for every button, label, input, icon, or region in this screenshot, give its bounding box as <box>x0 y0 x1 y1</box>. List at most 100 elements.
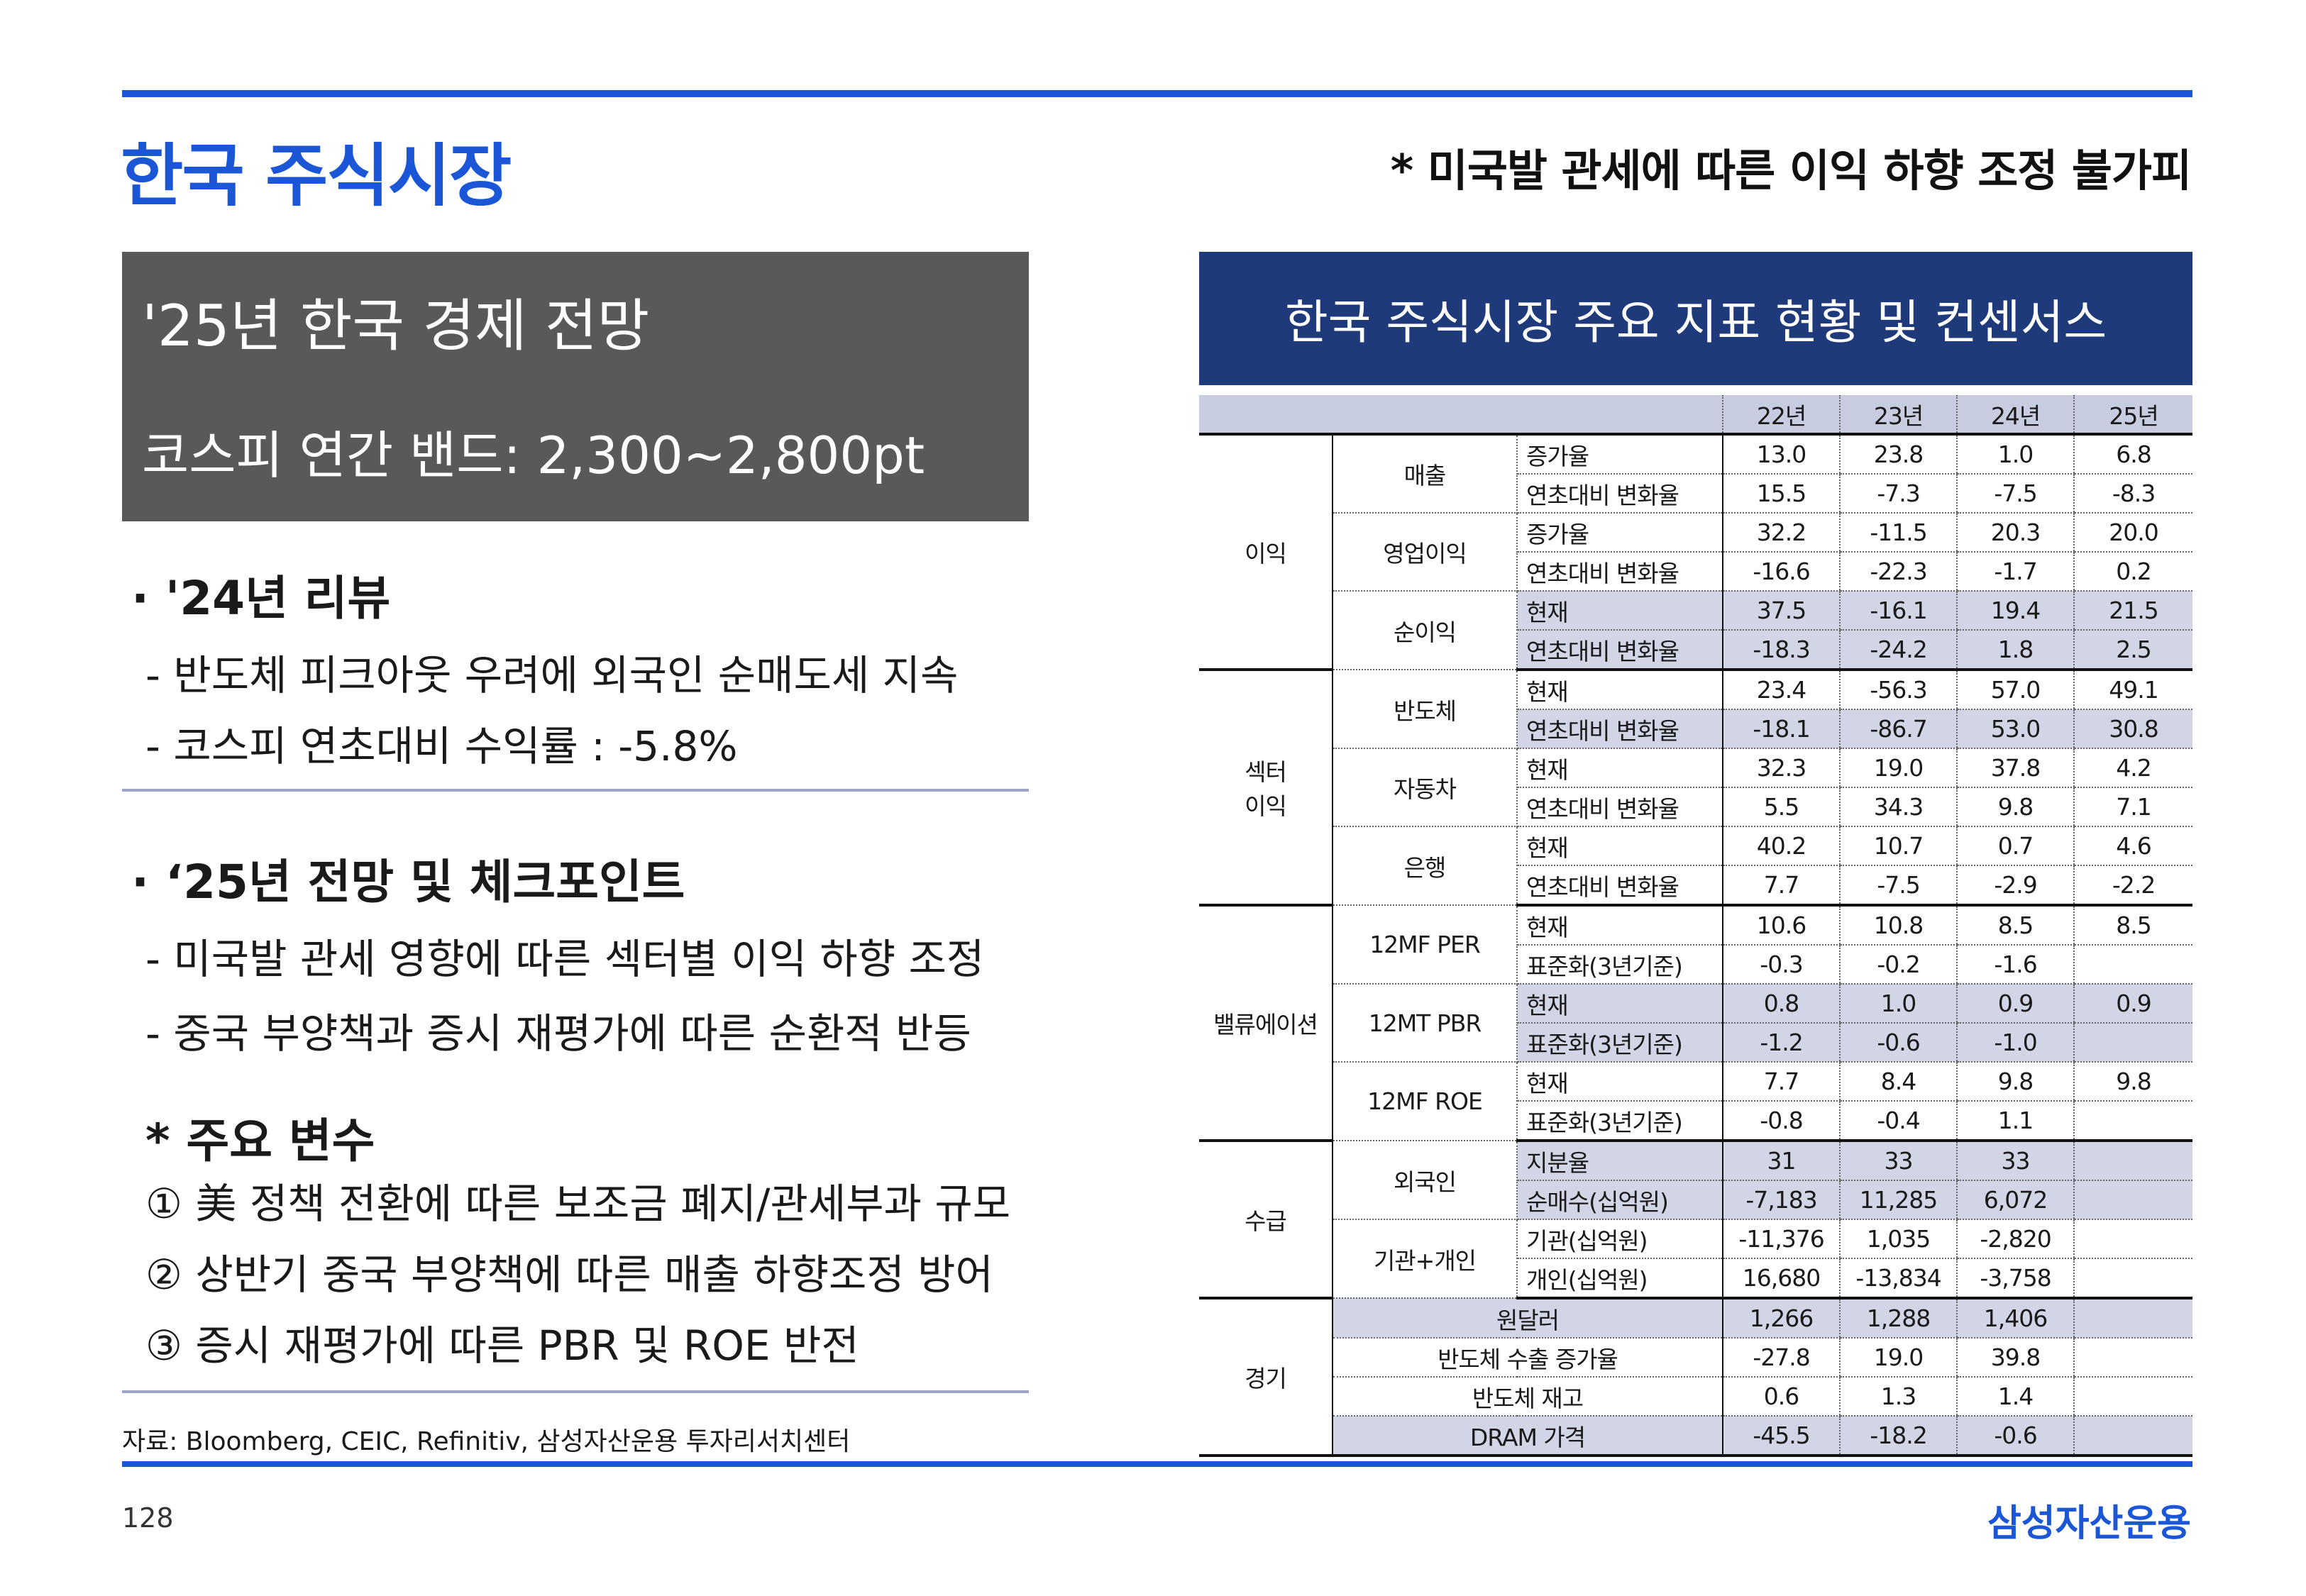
value-cell: -1.6 <box>1956 945 2075 985</box>
subgroup-label: 자동차 <box>1333 748 1518 827</box>
year-header: 24년 <box>1956 395 2075 436</box>
value-cell: -8.3 <box>2073 474 2193 514</box>
outlook-box-title: '25년 한국 경제 전망 <box>142 293 650 359</box>
indicator-table: 22년 23년 24년 25년 이익 매출 증가율 13.0 23.8 1.0 6.8 연초대비 변화… <box>1199 395 2193 1457</box>
value-cell: 49.1 <box>2073 670 2193 710</box>
value-cell: -11,376 <box>1722 1219 1841 1259</box>
table-title: 한국 주식시장 주요 지표 현황 및 컨센서스 <box>1199 252 2192 385</box>
value-cell: 13.0 <box>1722 434 1841 475</box>
value-cell: 1.0 <box>1839 984 1958 1024</box>
subgroup-label: 12MF ROE <box>1333 1062 1518 1141</box>
table-row: 12MT PBR 현재 0.8 1.0 0.9 0.9 <box>1199 984 2193 1063</box>
value-cell: -16.6 <box>1722 552 1841 592</box>
value-cell: 20.0 <box>2073 513 2193 553</box>
subgroup-label: 기관+개인 <box>1333 1219 1518 1299</box>
subgroup-label: 영업이익 <box>1333 513 1518 592</box>
review-heading: · '24년 리뷰 <box>131 571 391 626</box>
value-cell <box>2073 1219 2193 1259</box>
value-cell: 8.5 <box>2073 905 2193 946</box>
table-header-row: 22년 23년 24년 25년 <box>1199 395 2193 436</box>
value-cell: 10.6 <box>1722 905 1841 946</box>
metric-label: 개인(십억원) <box>1517 1258 1724 1299</box>
value-cell <box>2073 1180 2193 1220</box>
value-cell <box>2073 1416 2193 1457</box>
value-cell: 0.9 <box>1956 984 2075 1024</box>
table-row: 연초대비 변화율 -16.6 -22.3 -1.7 0.2 <box>1199 552 2193 592</box>
value-cell: -16.1 <box>1839 591 1958 631</box>
value-cell: 23.8 <box>1839 434 1958 475</box>
metric-label: 표준화(3년기준) <box>1517 1023 1724 1063</box>
value-cell: 21.5 <box>2073 591 2193 631</box>
value-cell: 6.8 <box>2073 434 2193 475</box>
outlook-heading: · ‘25년 전망 및 체크포인트 <box>131 855 685 909</box>
value-cell: 19.0 <box>1839 748 1958 788</box>
value-cell <box>2073 1023 2193 1063</box>
table-row: 표준화(3년기준) -0.3 -0.2 -1.6 <box>1199 945 2193 985</box>
metric-label: 증가율 <box>1517 513 1724 553</box>
subgroup-label: 순이익 <box>1333 591 1518 670</box>
metric-label: 표준화(3년기준) <box>1517 1101 1724 1142</box>
value-cell: 23.4 <box>1722 670 1841 710</box>
metric-label: 기관(십억원) <box>1517 1219 1724 1259</box>
value-cell: -0.3 <box>1722 945 1841 985</box>
value-cell: 2.5 <box>2073 630 2193 671</box>
value-cell: 10.7 <box>1839 826 1958 866</box>
bottom-rule <box>122 1461 2192 1467</box>
value-cell: -27.8 <box>1722 1338 1841 1378</box>
metric-label: 현재 <box>1517 826 1724 866</box>
value-cell: -22.3 <box>1839 552 1958 592</box>
value-cell: -0.6 <box>1956 1416 2075 1457</box>
metric-label: 현재 <box>1517 905 1724 946</box>
table-row: 자동차 현재 32.3 19.0 37.8 4.2 <box>1199 748 2193 827</box>
metric-label: 연초대비 변화율 <box>1517 787 1724 827</box>
table-row: DRAM 가격 -45.5 -18.2 -0.6 <box>1199 1416 2193 1457</box>
value-cell: 1,406 <box>1956 1298 2075 1339</box>
metric-label: 현재 <box>1517 1062 1724 1102</box>
value-cell: 5.5 <box>1722 787 1841 827</box>
value-cell: 9.8 <box>1956 787 2075 827</box>
metric-label: 현재 <box>1517 670 1724 710</box>
value-cell: 32.3 <box>1722 748 1841 788</box>
value-cell: 33 <box>1956 1141 2075 1181</box>
value-cell: 15.5 <box>1722 474 1841 514</box>
subgroup-label: 매출 <box>1333 434 1518 514</box>
subgroup-label: 12MT PBR <box>1333 984 1518 1063</box>
table-row: 개인(십억원) 16,680 -13,834 -3,758 <box>1199 1258 2193 1299</box>
metric-label: 연초대비 변화율 <box>1517 630 1724 671</box>
table-row: 수급 외국인 지분율 31 33 33 <box>1199 1141 2193 1299</box>
value-cell: 57.0 <box>1956 670 2075 710</box>
variables-item: ③ 증시 재평가에 따른 PBR 및 ROE 반전 <box>145 1321 859 1370</box>
value-cell: 19.0 <box>1839 1338 1958 1378</box>
value-cell: 32.2 <box>1722 513 1841 553</box>
review-item: - 반도체 피크아웃 우려에 외국인 순매도세 지속 <box>145 651 959 699</box>
value-cell: 30.8 <box>2073 709 2193 749</box>
value-cell: 53.0 <box>1956 709 2075 749</box>
page-subtitle: * 미국발 관세에 따른 이익 하향 조정 불가피 <box>1390 145 2192 196</box>
value-cell: 11,285 <box>1839 1180 1958 1220</box>
value-cell: -0.6 <box>1839 1023 1958 1063</box>
table-row: 12MF ROE 현재 7.7 8.4 9.8 9.8 <box>1199 1062 2193 1141</box>
value-cell: 0.6 <box>1722 1377 1841 1417</box>
value-cell: 10.8 <box>1839 905 1958 946</box>
value-cell <box>2073 1101 2193 1142</box>
metric-label: 연초대비 변화율 <box>1517 709 1724 749</box>
value-cell: 33 <box>1839 1141 1958 1181</box>
value-cell: 7.7 <box>1722 1062 1841 1102</box>
value-cell: -1.2 <box>1722 1023 1841 1063</box>
group-label: 섹터 이익 <box>1199 670 1333 907</box>
page-number: 128 <box>122 1502 174 1534</box>
divider <box>122 1390 1029 1393</box>
value-cell: -56.3 <box>1839 670 1958 710</box>
brand-logo: 삼성자산운용 <box>1987 1502 2191 1545</box>
metric-label: 연초대비 변화율 <box>1517 865 1724 907</box>
metric-label: 현재 <box>1517 748 1724 788</box>
subgroup-label: 외국인 <box>1333 1141 1518 1220</box>
table-row: 연초대비 변화율 7.7 -7.5 -2.9 -2.2 <box>1199 865 2193 907</box>
value-cell: -18.2 <box>1839 1416 1958 1457</box>
metric-label: 표준화(3년기준) <box>1517 945 1724 985</box>
value-cell: 0.9 <box>2073 984 2193 1024</box>
table-row: 순이익 현재 37.5 -16.1 19.4 21.5 <box>1199 591 2193 670</box>
value-cell: 1.3 <box>1839 1377 1958 1417</box>
value-cell: 31 <box>1722 1141 1841 1181</box>
value-cell: -0.8 <box>1722 1101 1841 1142</box>
